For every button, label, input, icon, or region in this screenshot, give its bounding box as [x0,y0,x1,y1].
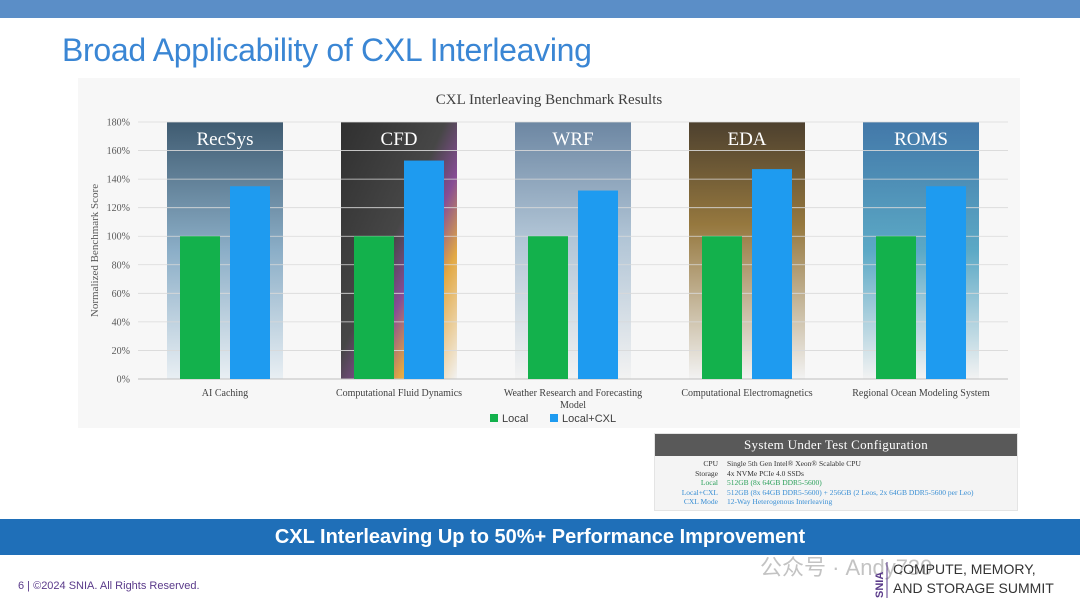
y-tick-label: 60% [112,289,130,300]
legend-swatch-local [490,414,498,422]
bar-local-cxl [230,186,270,379]
x-category-label: Computational Fluid Dynamics [336,388,462,399]
summit-line-2: AND STORAGE SUMMIT [893,580,1054,596]
bar-local [876,236,916,379]
bar-local-cxl [926,186,966,379]
bar-local [180,236,220,379]
x-category-label: Computational Electromagnetics [681,388,812,399]
config-table: System Under Test Configuration CPU Singl… [654,433,1018,511]
y-tick-label: 120% [107,203,130,214]
config-row-label: Local+CXL [681,487,718,497]
legend-label-local: Local [502,413,528,425]
config-row: Local+CXL 512GB (8x 64GB DDR5-5600) + 256… [655,488,1017,498]
y-tick-label: 0% [117,375,130,386]
panel-label: WRF [552,129,593,150]
config-row-value: 12-Way Heterogenous Interleaving [727,497,833,506]
x-category-label: Model [560,400,586,411]
config-row: CXL Mode 12-Way Heterogenous Interleaving [655,497,1017,507]
panel-label: EDA [727,129,766,150]
top-accent-bar [0,0,1080,18]
y-tick-label: 100% [107,232,130,243]
bar-local-cxl [404,160,444,379]
config-row-label: CXL Mode [683,497,718,506]
summit-name: COMPUTE, MEMORY, AND STORAGE SUMMIT [893,560,1054,598]
y-tick-label: 80% [112,260,130,271]
y-tick-label: 180% [107,118,130,129]
y-axis-label: Normalized Benchmark Score [89,184,101,317]
config-row-value: 512GB (8x 64GB DDR5-5600) + 256GB (2 Leo… [727,487,974,497]
y-tick-label: 40% [112,317,130,328]
bar-local [354,236,394,379]
config-row-label: Local [700,478,718,487]
summit-line-1: COMPUTE, MEMORY, [893,561,1036,577]
y-tick-label: 140% [107,175,130,186]
config-row-value: 4x NVMe PCIe 4.0 SSDs [727,468,804,478]
config-rows: CPU Single 5th Gen Intel® Xeon® Scalable … [655,456,1017,507]
config-title: System Under Test Configuration [655,434,1017,456]
x-category-label: Weather Research and Forecasting [504,388,642,399]
y-tick-label: 160% [107,146,130,157]
bar-local-cxl [752,169,792,379]
x-category-label: Regional Ocean Modeling System [852,388,990,399]
legend-label-local-cxl: Local+CXL [562,413,616,425]
legend-swatch-local-cxl [550,414,558,422]
x-category-label: AI Caching [202,388,248,399]
snia-logo-icon: SNIA [874,562,888,598]
config-row-value: Single 5th Gen Intel® Xeon® Scalable CPU [727,459,861,468]
svg-text:SNIA: SNIA [874,572,886,598]
config-row: CPU Single 5th Gen Intel® Xeon® Scalable … [655,459,1017,469]
y-tick-label: 20% [112,346,130,357]
panel-label: RecSys [197,129,254,150]
slide-title: Broad Applicability of CXL Interleaving [62,32,592,68]
watermark: 公众号 · Andy730 [760,555,933,580]
chart-title: CXL Interleaving Benchmark Results [436,92,663,108]
benchmark-chart: CXL Interleaving Benchmark Results Normal… [89,92,1008,425]
chart-area: CXL Interleaving Benchmark Results Normal… [78,78,1020,428]
config-row: Local 512GB (8x 64GB DDR5-5600) [655,478,1017,488]
config-row: Storage 4x NVMe PCIe 4.0 SSDs [655,469,1017,479]
config-row-value: 512GB (8x 64GB DDR5-5600) [727,478,822,487]
config-row-label: Storage [695,468,718,478]
panel-label: CFD [381,129,418,150]
bar-local [702,236,742,379]
highlight-banner: CXL Interleaving Up to 50%+ Performance … [0,519,1080,555]
config-row-label: CPU [703,459,718,468]
panel-label: ROMS [894,129,948,150]
footer-copyright: 6 | ©2024 SNIA. All Rights Reserved. [18,580,200,592]
bar-local [528,236,568,379]
bar-local-cxl [578,190,618,379]
